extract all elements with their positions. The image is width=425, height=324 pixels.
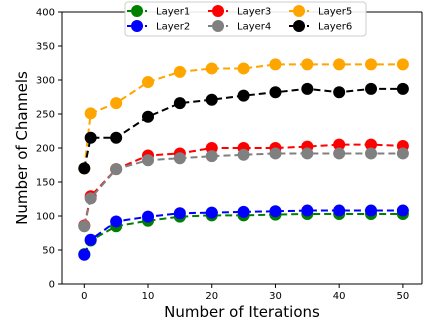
legend-marker	[212, 20, 224, 32]
data-point	[78, 162, 91, 175]
x-axis-label: Number of Iterations	[164, 303, 320, 321]
series-line	[83, 87, 403, 169]
data-point	[173, 207, 186, 220]
data-point	[269, 147, 282, 160]
legend-item-layer5: Layer5	[289, 5, 352, 18]
legend-marker	[212, 5, 224, 17]
y-tick-label: 100	[36, 212, 55, 223]
data-point	[333, 147, 346, 160]
data-point	[396, 58, 409, 71]
legend-item-layer3: Layer3	[208, 5, 271, 18]
data-point	[173, 97, 186, 110]
data-point	[142, 76, 155, 89]
data-point	[142, 210, 155, 223]
y-tick-label: 350	[36, 42, 55, 53]
legend-label: Layer3	[237, 7, 271, 18]
y-axis-label: Number of Channels	[13, 71, 31, 225]
x-tick-label: 30	[269, 291, 282, 302]
series-layer4	[78, 147, 409, 233]
y-tick-label: 50	[42, 246, 55, 257]
legend-label: Layer2	[156, 22, 190, 33]
legend-item-layer1: Layer1	[127, 5, 190, 18]
data-point	[396, 147, 409, 160]
data-point	[301, 147, 314, 160]
legend-item-layer2: Layer2	[127, 20, 190, 33]
legend-label: Layer6	[318, 22, 352, 33]
y-tick-label: 300	[36, 76, 55, 87]
y-tick-label: 400	[36, 8, 55, 19]
data-point	[78, 220, 91, 233]
data-point	[333, 86, 346, 99]
data-point	[78, 248, 91, 261]
x-tick-label: 50	[397, 291, 410, 302]
x-tick-label: 20	[205, 291, 218, 302]
data-point	[333, 58, 346, 71]
data-point	[365, 147, 378, 160]
legend-box	[124, 1, 367, 37]
data-point	[396, 82, 409, 95]
x-tick-label: 40	[333, 291, 346, 302]
y-tick-label: 250	[36, 110, 55, 121]
data-point	[237, 62, 250, 75]
data-point	[237, 89, 250, 102]
data-point	[365, 138, 378, 151]
data-point	[396, 204, 409, 217]
data-point	[205, 206, 218, 219]
data-point	[110, 163, 123, 176]
data-point	[301, 204, 314, 217]
legend-marker	[131, 20, 143, 32]
legend-marker	[131, 5, 143, 17]
data-point	[365, 204, 378, 217]
data-point	[142, 154, 155, 167]
data-point	[142, 110, 155, 123]
data-point	[301, 82, 314, 95]
data-point	[365, 82, 378, 95]
data-point	[205, 62, 218, 75]
legend-item-layer6: Layer6	[289, 20, 352, 33]
series-layer6	[78, 82, 409, 175]
data-point	[84, 107, 97, 120]
legend-marker	[293, 5, 305, 17]
data-point	[84, 192, 97, 205]
ticks: 0 50 100 150 200 250 300 350 400 0 10 20 30 40 50	[36, 8, 409, 303]
data-point	[333, 138, 346, 151]
x-tick-label: 0	[81, 291, 87, 302]
legend-label: Layer5	[318, 7, 352, 18]
legend-label: Layer4	[237, 22, 271, 33]
data-point	[301, 58, 314, 71]
data-point	[84, 233, 97, 246]
data-point	[269, 86, 282, 99]
y-tick-label: 150	[36, 178, 55, 189]
data-point	[110, 131, 123, 144]
data-point	[173, 65, 186, 78]
series-layer	[78, 58, 409, 261]
data-point	[333, 204, 346, 217]
y-tick-label: 0	[49, 280, 55, 291]
legend: Layer1 Layer2 Layer3 Layer4 Layer5 Layer6	[124, 1, 367, 37]
data-point	[365, 58, 378, 71]
data-point	[237, 148, 250, 161]
data-point	[110, 97, 123, 110]
series-layer2	[78, 204, 409, 261]
data-point	[237, 205, 250, 218]
y-tick-label: 200	[36, 144, 55, 155]
x-tick-label: 10	[142, 291, 155, 302]
data-point	[269, 58, 282, 71]
data-point	[205, 93, 218, 106]
data-point	[84, 131, 97, 144]
data-point	[269, 205, 282, 218]
legend-marker	[293, 20, 305, 32]
legend-label: Layer1	[156, 7, 190, 18]
data-point	[205, 150, 218, 163]
data-point	[110, 215, 123, 228]
legend-item-layer4: Layer4	[208, 20, 271, 33]
data-point	[173, 152, 186, 165]
